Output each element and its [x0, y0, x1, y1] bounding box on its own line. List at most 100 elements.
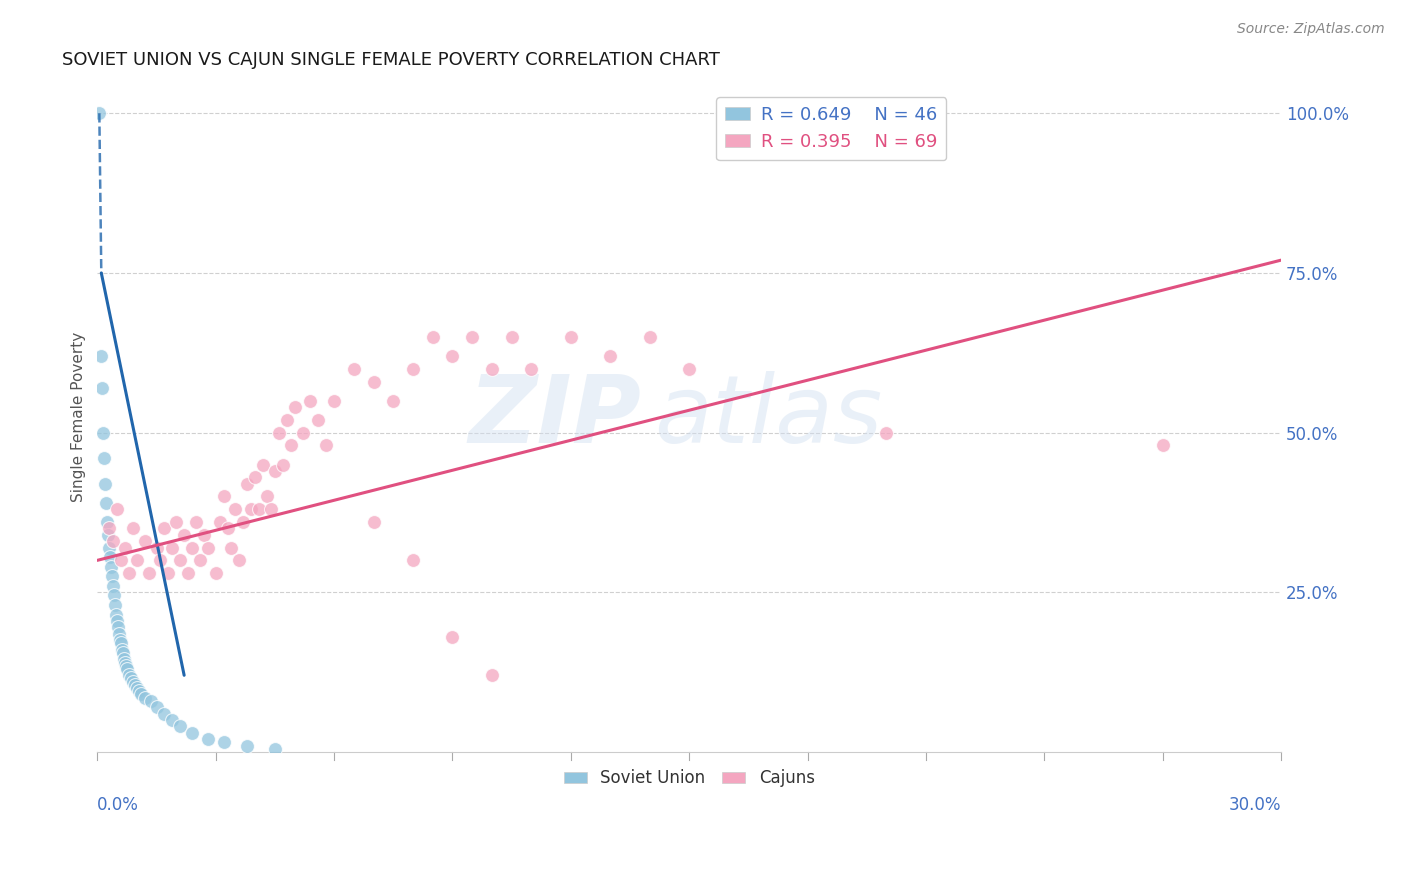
- Point: [93, 451, 115, 466]
- Point: [105, 614, 128, 628]
- Point: [212, 490, 235, 504]
- Point: [128, 684, 150, 698]
- Point: [105, 607, 128, 622]
- Text: SOVIET UNION VS CAJUN SINGLE FEMALE POVERTY CORRELATION CHART: SOVIET UNION VS CAJUN SINGLE FEMALE POVE…: [62, 51, 720, 69]
- Point: [111, 642, 134, 657]
- Point: [89, 106, 111, 120]
- Point: [481, 668, 503, 682]
- Text: 30.0%: 30.0%: [1229, 796, 1281, 814]
- Point: [181, 725, 204, 739]
- Point: [96, 515, 118, 529]
- Point: [94, 476, 117, 491]
- Point: [134, 690, 156, 705]
- Point: [162, 541, 184, 555]
- Point: [260, 502, 283, 516]
- Point: [153, 521, 176, 535]
- Point: [121, 521, 143, 535]
- Point: [103, 589, 125, 603]
- Point: [165, 515, 187, 529]
- Point: [129, 688, 152, 702]
- Point: [232, 515, 254, 529]
- Point: [153, 706, 176, 721]
- Point: [98, 521, 121, 535]
- Point: [197, 541, 219, 555]
- Point: [104, 598, 127, 612]
- Point: [145, 541, 167, 555]
- Point: [382, 393, 405, 408]
- Point: [197, 732, 219, 747]
- Point: [184, 515, 207, 529]
- Legend: Soviet Union, Cajuns: Soviet Union, Cajuns: [557, 763, 821, 794]
- Point: [157, 566, 180, 580]
- Point: [284, 400, 307, 414]
- Point: [134, 534, 156, 549]
- Point: [91, 425, 114, 440]
- Point: [599, 349, 621, 363]
- Point: [402, 553, 425, 567]
- Text: atlas: atlas: [654, 371, 882, 462]
- Point: [110, 553, 132, 567]
- Point: [110, 636, 132, 650]
- Point: [291, 425, 314, 440]
- Point: [139, 694, 162, 708]
- Point: [101, 569, 124, 583]
- Point: [461, 330, 484, 344]
- Point: [169, 719, 191, 733]
- Point: [138, 566, 160, 580]
- Text: Source: ZipAtlas.com: Source: ZipAtlas.com: [1237, 22, 1385, 37]
- Point: [114, 658, 136, 673]
- Point: [100, 559, 122, 574]
- Point: [177, 566, 200, 580]
- Point: [240, 502, 263, 516]
- Point: [101, 579, 124, 593]
- Point: [271, 458, 294, 472]
- Point: [481, 361, 503, 376]
- Point: [422, 330, 444, 344]
- Point: [520, 361, 543, 376]
- Point: [276, 413, 298, 427]
- Point: [145, 700, 167, 714]
- Y-axis label: Single Female Poverty: Single Female Poverty: [72, 332, 86, 502]
- Point: [217, 521, 239, 535]
- Point: [91, 381, 114, 395]
- Point: [256, 490, 278, 504]
- Point: [108, 627, 131, 641]
- Point: [236, 739, 259, 753]
- Point: [98, 541, 121, 555]
- Point: [264, 741, 287, 756]
- Point: [402, 361, 425, 376]
- Point: [98, 550, 121, 565]
- Point: [118, 566, 141, 580]
- Point: [280, 438, 302, 452]
- Point: [111, 646, 134, 660]
- Point: [188, 553, 211, 567]
- Point: [97, 528, 120, 542]
- Point: [224, 502, 246, 516]
- Point: [121, 674, 143, 689]
- Point: [212, 735, 235, 749]
- Point: [114, 656, 136, 670]
- Point: [221, 541, 243, 555]
- Point: [181, 541, 204, 555]
- Point: [638, 330, 661, 344]
- Point: [343, 361, 366, 376]
- Point: [560, 330, 582, 344]
- Point: [115, 662, 138, 676]
- Point: [315, 438, 337, 452]
- Point: [243, 470, 266, 484]
- Point: [110, 633, 132, 648]
- Point: [114, 541, 136, 555]
- Point: [208, 515, 231, 529]
- Point: [118, 668, 141, 682]
- Point: [125, 681, 148, 695]
- Point: [112, 652, 135, 666]
- Point: [149, 553, 172, 567]
- Point: [441, 630, 464, 644]
- Point: [120, 672, 142, 686]
- Point: [267, 425, 290, 440]
- Point: [162, 713, 184, 727]
- Point: [363, 515, 385, 529]
- Point: [501, 330, 523, 344]
- Point: [125, 553, 148, 567]
- Point: [307, 413, 329, 427]
